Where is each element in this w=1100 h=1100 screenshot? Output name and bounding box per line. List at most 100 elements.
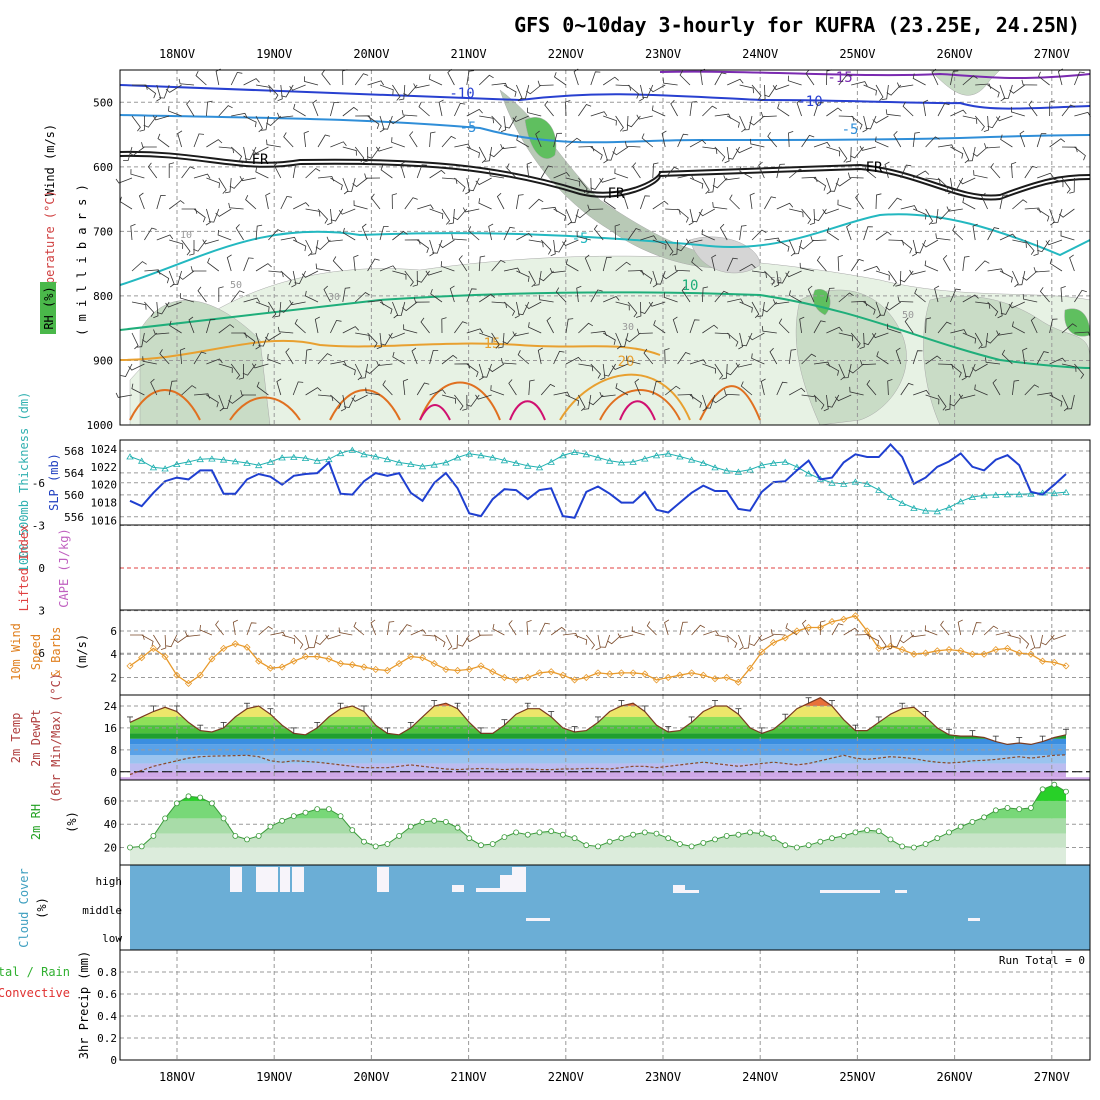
wind-barb: [862, 115, 868, 133]
wind-barb: [850, 332, 861, 349]
wind-barb: [602, 256, 612, 272]
wind-barb: [686, 238, 703, 244]
wind-barb: [512, 331, 529, 337]
wind10-point: [1003, 644, 1012, 652]
wind-barb: [774, 270, 780, 288]
wind-barb: [724, 389, 740, 396]
wind-barb: [914, 288, 926, 303]
wind-barb: [230, 146, 243, 161]
wind10-barb: [770, 629, 786, 636]
wind-barb: [937, 363, 954, 370]
wind-barb: [662, 78, 678, 86]
wind10-point: [418, 654, 427, 662]
wind-barb: [760, 111, 777, 118]
wind-barb: [937, 394, 947, 411]
wind-barb: [294, 319, 306, 334]
wind-barb: [466, 146, 480, 158]
wind-barb: [648, 301, 666, 307]
wind10-barb: [924, 625, 938, 636]
pressure-tick-label: 900: [93, 354, 113, 367]
wind10-point: [489, 668, 497, 676]
wind-barb: [326, 236, 343, 242]
wind-barb: [981, 192, 988, 210]
wind-barb: [188, 316, 195, 334]
wind-barb: [342, 326, 359, 334]
wind10-point: [512, 676, 520, 684]
wind-barb: [603, 296, 620, 303]
wind-barb: [714, 332, 731, 339]
wind-barb: [863, 84, 877, 96]
wind10-barb: [726, 634, 738, 648]
li-cape-panel: -6 -3 0 3 6 Lifted Index CAPE (J/kg): [17, 477, 1091, 660]
wind-barb: [538, 270, 554, 282]
temp-tick: 16: [104, 722, 117, 735]
wind-barb: [489, 146, 505, 158]
wind-barb: [277, 84, 283, 102]
wind-barb: [813, 208, 827, 222]
contour-label: 30: [328, 292, 340, 303]
contour-label: -15: [827, 70, 852, 86]
temperature-contour: [119, 339, 661, 361]
wind10-barb: [185, 631, 201, 637]
wind-barb: [664, 348, 670, 365]
wind10-barb: [646, 621, 657, 636]
wind-barb: [860, 359, 877, 366]
wind-barb: [230, 290, 245, 303]
wind-barb: [823, 394, 829, 412]
wind-barb: [586, 177, 592, 194]
wind-barb: [208, 208, 220, 223]
wind-barb: [826, 177, 832, 195]
wind-barb: [565, 356, 583, 365]
wind-barb: [554, 239, 567, 253]
wind-barb: [130, 223, 136, 241]
wind-barb: [292, 163, 301, 179]
wind-barb: [217, 229, 232, 241]
rh2m-point: [548, 828, 555, 835]
wind-barb: [303, 130, 309, 148]
wind-barb: [218, 177, 227, 194]
thickness-point: [208, 455, 216, 462]
wind-barb: [772, 84, 790, 91]
wind-barb: [565, 259, 579, 272]
slp-tick: 1018: [91, 497, 118, 510]
wind10-barb: [843, 627, 859, 636]
thickness-point: [395, 459, 403, 466]
wind-barb: [837, 199, 852, 210]
rh2m-point: [197, 794, 204, 801]
wind-barb: [769, 347, 778, 365]
wind-barb: [207, 257, 220, 272]
wind10-point: [922, 649, 930, 657]
wind-barb: [749, 192, 755, 210]
wind-barb: [602, 146, 608, 164]
wind-barb: [788, 168, 805, 179]
li-ticks: -6 -3 0 3 6: [32, 477, 45, 660]
wind-barb: [1012, 380, 1020, 396]
wind-barb: [664, 385, 681, 396]
wind-barb: [454, 102, 466, 117]
top-date-label: 21NOV: [451, 47, 487, 61]
thickness-point: [547, 458, 555, 465]
wind10-point: [699, 671, 707, 679]
li-tick: -6: [32, 477, 45, 490]
wind10-barb: [691, 624, 705, 636]
wind-barb: [416, 270, 430, 283]
wind-barb: [528, 198, 544, 210]
wind-barb: [478, 363, 484, 381]
wind-barb: [516, 270, 530, 282]
wind-barb: [962, 294, 979, 303]
wind-barb: [429, 389, 446, 396]
pressure-ticks: 500 600 700 800 900 1000: [87, 96, 114, 432]
wind-barb: [193, 173, 211, 179]
wind-barb: [420, 317, 430, 334]
wind-barb: [193, 208, 206, 223]
cloud-label: Cloud Cover: [17, 868, 31, 947]
wind-barb: [1037, 392, 1054, 398]
wind-barb: [895, 270, 902, 287]
wind-barb: [165, 84, 182, 93]
wind-barb: [727, 78, 744, 86]
wind-barb: [639, 301, 654, 314]
wind-barb: [228, 202, 244, 210]
wind-barb: [391, 137, 405, 148]
wind-barb: [256, 381, 269, 396]
wind-barb: [527, 107, 542, 117]
